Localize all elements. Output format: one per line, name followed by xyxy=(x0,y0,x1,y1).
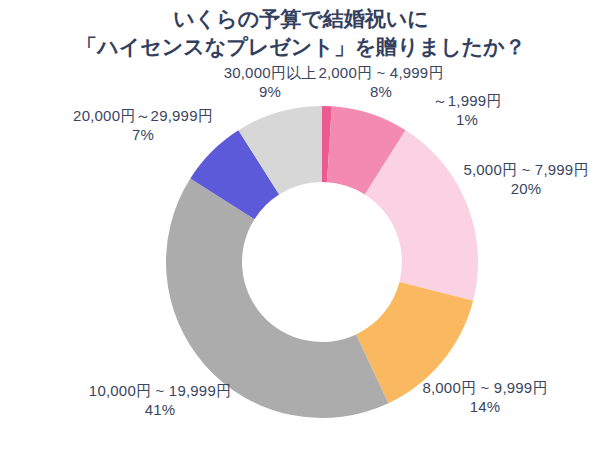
segment-percent: 20% xyxy=(463,179,588,198)
segment-percent: 7% xyxy=(73,125,213,144)
segment-percent: 9% xyxy=(224,82,317,101)
segment-label-2: 5,000円 ~ 7,999円20% xyxy=(463,160,588,198)
segment-percent: 1% xyxy=(433,110,502,129)
segment-label-text: 10,000円 ~ 19,999円 xyxy=(89,381,231,400)
segment-percent: 8% xyxy=(318,82,443,101)
segment-label-4: 10,000円 ~ 19,999円41% xyxy=(89,381,231,419)
segment-label-text: 2,000円 ~ 4,999円 xyxy=(318,63,443,82)
segment-label-6: 30,000円以上9% xyxy=(224,63,317,101)
segment-label-1: 2,000円 ~ 4,999円8% xyxy=(318,63,443,101)
segment-label-3: 8,000円 ~ 9,999円14% xyxy=(422,378,547,416)
budget-survey-infographic: いくらの予算で結婚祝いに 「ハイセンスなプレゼント」を贈りましたか？ ～1,99… xyxy=(0,0,602,451)
segment-label-text: 5,000円 ~ 7,999円 xyxy=(463,160,588,179)
segment-percent: 41% xyxy=(89,400,231,419)
segment-label-text: 30,000円以上 xyxy=(224,63,317,82)
segment-label-5: 20,000円～29,999円7% xyxy=(73,106,213,144)
segment-percent: 14% xyxy=(422,397,547,416)
segment-label-text: 20,000円～29,999円 xyxy=(73,106,213,125)
segment-label-text: 8,000円 ~ 9,999円 xyxy=(422,378,547,397)
